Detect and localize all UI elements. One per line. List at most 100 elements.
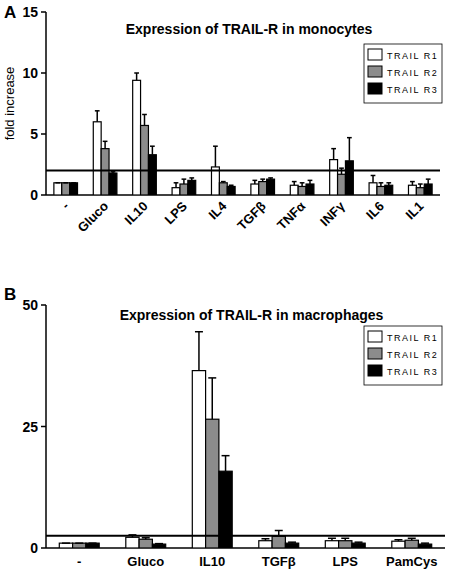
error-bar <box>292 182 297 186</box>
bar <box>93 122 101 195</box>
bar <box>285 543 298 548</box>
bar <box>385 185 393 195</box>
bar <box>259 182 267 195</box>
error-bar <box>426 179 431 184</box>
bar <box>227 186 235 195</box>
y-tick <box>41 304 46 306</box>
bar <box>306 184 314 195</box>
bar <box>70 183 78 195</box>
bar <box>345 161 353 195</box>
x-tick-label: Gluco <box>75 198 112 235</box>
bar <box>148 155 156 195</box>
bar <box>109 173 117 195</box>
bar <box>259 541 272 548</box>
bar <box>408 185 416 195</box>
bar <box>377 186 385 195</box>
error-bar <box>268 178 273 179</box>
x-tick-label: LPS <box>162 198 191 227</box>
error-bar <box>195 332 203 371</box>
bar <box>180 184 188 195</box>
y-tick-label: 0 <box>30 187 38 203</box>
error-bar <box>386 183 391 185</box>
bar <box>251 184 259 195</box>
error-bar <box>300 183 305 187</box>
panel: AExpression of TRAIL-R in monocytesfold … <box>2 3 444 235</box>
legend-label: TRAIL R2 <box>387 350 438 360</box>
y-tick <box>41 72 46 74</box>
legend-swatch <box>368 365 382 376</box>
bar <box>392 541 405 548</box>
bar <box>172 188 180 195</box>
error-bar <box>260 179 265 181</box>
error-bar <box>288 542 296 544</box>
legend-label: TRAIL R1 <box>387 51 438 61</box>
bar <box>133 80 141 195</box>
title: Expression of TRAIL-R in macrophages <box>120 307 384 323</box>
x-tick-label: Gluco <box>127 554 164 569</box>
bar <box>290 185 298 195</box>
y-tick-label: 15 <box>22 4 38 20</box>
y-tick-label: 25 <box>22 419 38 435</box>
error-bar <box>331 149 336 160</box>
error-bar <box>150 146 155 155</box>
x-tick-label: - <box>77 554 81 569</box>
legend-label: TRAIL R2 <box>387 68 438 78</box>
legend-swatch <box>368 49 382 60</box>
error-bar <box>222 456 230 472</box>
error-bar <box>229 185 234 186</box>
error-bar <box>95 111 100 122</box>
bar <box>126 537 139 548</box>
bar <box>139 539 152 548</box>
x-axis <box>46 547 445 549</box>
bars <box>54 73 432 195</box>
x-tick-label: LPS <box>333 554 359 569</box>
legend: TRAIL R1TRAIL R2TRAIL R3 <box>364 326 442 385</box>
error-bar <box>371 175 376 182</box>
error-bar <box>379 183 384 187</box>
error-bar <box>213 146 218 167</box>
bar <box>86 543 99 548</box>
error-bar <box>308 180 313 184</box>
error-bar <box>394 540 402 541</box>
y-tick <box>41 426 46 428</box>
bar <box>141 125 149 195</box>
bar <box>325 541 338 548</box>
y-axis <box>45 12 47 195</box>
legend-swatch <box>368 331 382 342</box>
threshold-line <box>46 535 445 537</box>
y-tick-label: 0 <box>30 540 38 556</box>
bar <box>338 174 346 195</box>
error-bar <box>261 539 269 541</box>
bar <box>219 183 227 195</box>
error-bar <box>221 182 226 183</box>
x-tick-label: IL4 <box>206 198 230 222</box>
error-bar <box>347 138 352 161</box>
error-bar <box>142 114 147 125</box>
error-bar <box>421 543 429 545</box>
y-tick <box>41 11 46 13</box>
bar <box>188 180 196 195</box>
bar <box>101 149 109 195</box>
error-bar <box>182 179 187 184</box>
bar <box>267 179 275 195</box>
bar <box>54 183 62 195</box>
panel-label: B <box>4 285 16 304</box>
x-tick-label: IL6 <box>363 199 387 223</box>
bar <box>73 543 86 548</box>
title: Expression of TRAIL-R in monocytes <box>126 21 373 37</box>
bar <box>62 183 70 195</box>
bar <box>418 544 431 548</box>
panel: B Expression of TRAIL-R in macrophages 0 25… <box>4 285 449 569</box>
bar <box>192 371 205 548</box>
error-bar <box>341 538 349 540</box>
bar <box>369 183 377 195</box>
error-bar <box>418 184 423 188</box>
x-tick-label: TNFα <box>274 199 308 233</box>
y-tick-label: 50 <box>22 297 38 313</box>
x-tick-label: TGFβ <box>234 198 269 233</box>
error-bar <box>63 182 68 183</box>
bar <box>424 184 432 195</box>
error-bar <box>75 543 83 544</box>
y-tick-label: 10 <box>22 65 38 81</box>
bar <box>352 543 365 548</box>
